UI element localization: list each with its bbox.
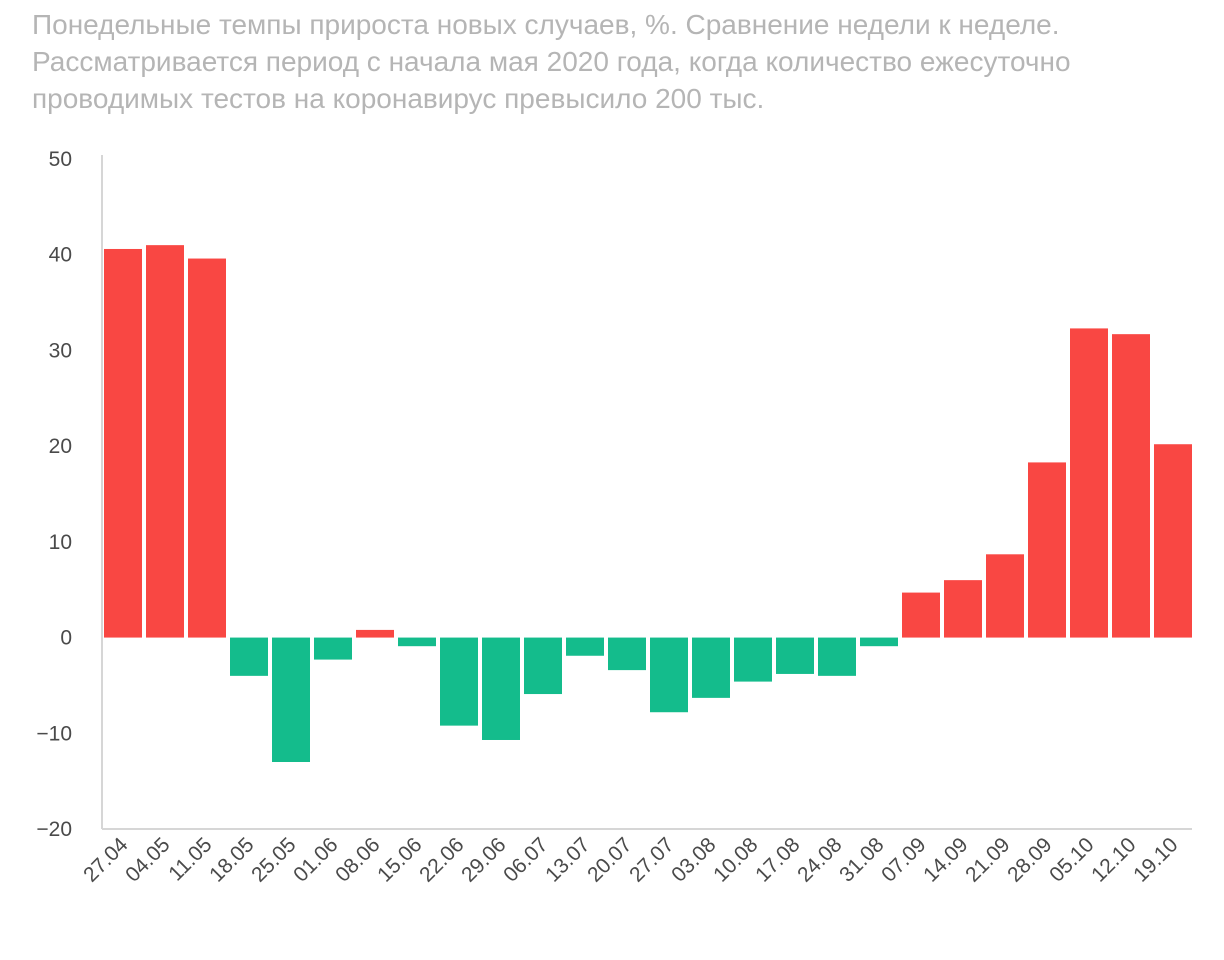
x-tick-label: 18.05 bbox=[205, 833, 258, 886]
bar bbox=[986, 554, 1024, 638]
y-tick-label: 30 bbox=[49, 339, 72, 362]
bar bbox=[650, 637, 688, 713]
bar bbox=[188, 258, 226, 638]
bar bbox=[1154, 444, 1192, 638]
x-tick-label: 19.10 bbox=[1129, 833, 1182, 886]
x-tick-label: 31.08 bbox=[835, 833, 888, 886]
x-tick-label: 25.05 bbox=[247, 833, 300, 886]
x-tick-label: 24.08 bbox=[793, 833, 846, 886]
y-tick-label: 20 bbox=[49, 435, 72, 458]
x-tick-label: 27.04 bbox=[79, 833, 133, 887]
x-tick-label: 03.08 bbox=[667, 833, 720, 886]
bar bbox=[692, 637, 730, 698]
bar bbox=[566, 637, 604, 656]
bar bbox=[356, 629, 394, 638]
x-tick-label: 08.06 bbox=[331, 833, 384, 886]
bar bbox=[104, 248, 142, 638]
y-axis-ticks: 50 40 30 20 10 0 −10 −20 bbox=[36, 148, 72, 841]
bar bbox=[1028, 462, 1066, 638]
x-tick-label: 12.10 bbox=[1087, 833, 1140, 886]
bar bbox=[818, 637, 856, 676]
bar bbox=[398, 637, 436, 647]
x-tick-label: 21.09 bbox=[961, 833, 1014, 886]
x-tick-label: 07.09 bbox=[877, 833, 930, 886]
x-tick-label: 05.10 bbox=[1045, 833, 1098, 886]
x-tick-label: 11.05 bbox=[164, 833, 216, 885]
bar bbox=[944, 580, 982, 638]
bar bbox=[230, 637, 268, 676]
x-tick-label: 22.06 bbox=[415, 833, 468, 886]
x-tick-label: 15.06 bbox=[373, 833, 426, 886]
x-tick-label: 06.07 bbox=[499, 833, 552, 886]
bar bbox=[1112, 334, 1150, 638]
x-axis-ticks: 27.0404.0511.0518.0525.0501.0608.0615.06… bbox=[79, 833, 1182, 887]
bar bbox=[524, 637, 562, 695]
bar bbox=[776, 637, 814, 674]
bar bbox=[272, 637, 310, 762]
bar bbox=[860, 637, 898, 647]
bar bbox=[146, 245, 184, 638]
x-tick-label: 01.06 bbox=[289, 833, 342, 886]
x-tick-label: 17.08 bbox=[751, 833, 804, 886]
y-tick-label: −10 bbox=[36, 722, 72, 745]
y-tick-label: −20 bbox=[36, 818, 72, 841]
bar bbox=[1070, 328, 1108, 638]
bar bbox=[440, 637, 478, 726]
y-tick-label: 0 bbox=[60, 627, 72, 650]
x-tick-label: 04.05 bbox=[121, 833, 174, 886]
x-tick-label: 10.08 bbox=[709, 833, 762, 886]
y-tick-label: 50 bbox=[49, 148, 72, 171]
x-tick-label: 20.07 bbox=[583, 833, 636, 886]
bar bbox=[482, 637, 520, 740]
bar bbox=[608, 637, 646, 671]
x-tick-label: 27.07 bbox=[625, 833, 678, 886]
bar bbox=[734, 637, 772, 682]
x-tick-label: 29.06 bbox=[457, 833, 510, 886]
bar bbox=[902, 592, 940, 638]
bar bbox=[314, 637, 352, 660]
chart-title: Понедельные темпы прироста новых случаев… bbox=[32, 9, 1071, 114]
bars bbox=[104, 245, 1192, 762]
x-tick-label: 14.09 bbox=[919, 833, 972, 886]
y-tick-label: 10 bbox=[49, 531, 72, 554]
y-tick-label: 40 bbox=[49, 244, 72, 267]
x-tick-label: 28.09 bbox=[1003, 833, 1056, 886]
x-tick-label: 13.07 bbox=[541, 833, 594, 886]
